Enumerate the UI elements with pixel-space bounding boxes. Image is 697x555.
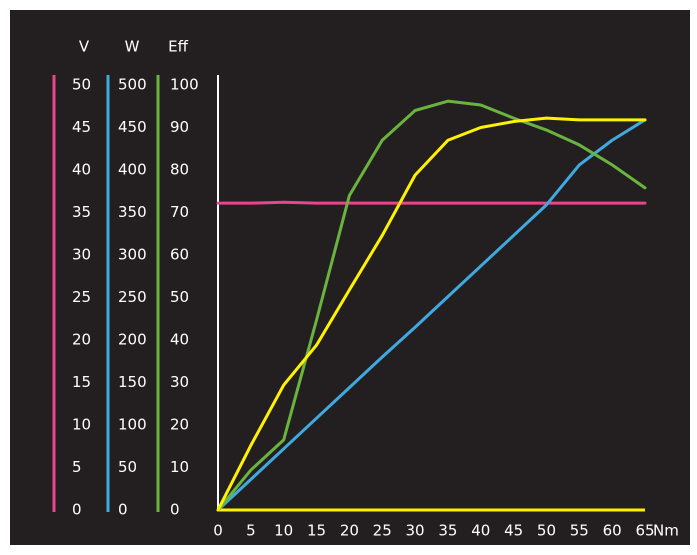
x-tick-label: 0: [213, 522, 223, 540]
x-tick-label: 15: [307, 522, 326, 540]
y-tick-label: 50: [170, 288, 189, 306]
x-tick-label: 35: [438, 522, 457, 540]
y-tick-label: 450: [118, 118, 147, 136]
x-tick-label: 55: [570, 522, 589, 540]
axis-label: Eff: [168, 38, 188, 56]
y-tick-label: 30: [72, 246, 91, 264]
x-tick-label: 5: [246, 522, 256, 540]
y-tick-label: 40: [170, 331, 189, 349]
y-tick-label: 0: [170, 501, 180, 519]
y-tick-label: 20: [72, 331, 91, 349]
x-tick-label: 60: [603, 522, 622, 540]
x-tick-label: 50: [537, 522, 556, 540]
y-tick-label: 150: [118, 373, 147, 391]
x-tick-label: 65: [635, 522, 654, 540]
data-line: [216, 118, 647, 512]
background: [10, 10, 690, 545]
y-tick-label: 300: [118, 246, 147, 264]
data-line: [216, 99, 647, 512]
y-tick-label: 10: [170, 458, 189, 476]
x-tick-label: 10: [274, 522, 293, 540]
y-tick-label: 25: [72, 288, 91, 306]
axis-label: W: [125, 38, 140, 56]
y-tick-label: 0: [118, 501, 128, 519]
y-tick-label: 30: [170, 373, 189, 391]
x-axis-label: Nm: [653, 522, 679, 540]
y-tick-label: 20: [170, 416, 189, 434]
y-tick-label: 250: [118, 288, 147, 306]
y-tick-label: 45: [72, 118, 91, 136]
y-tick-label: 60: [170, 246, 189, 264]
x-tick-label: 45: [504, 522, 523, 540]
y-tick-label: 70: [170, 203, 189, 221]
data-line: [216, 200, 647, 205]
axis-color-bar: [106, 75, 110, 512]
x-tick-label: 25: [373, 522, 392, 540]
y-tick-label: 90: [170, 118, 189, 136]
y-tick-label: 200: [118, 331, 147, 349]
y-tick-label: 50: [72, 76, 91, 94]
y-tick-label: 10: [72, 416, 91, 434]
x-tick-label: 30: [406, 522, 425, 540]
y-tick-label: 350: [118, 203, 147, 221]
axis-label: V: [79, 38, 90, 56]
y-tick-label: 500: [118, 76, 147, 94]
y-tick-label: 5: [72, 458, 82, 476]
data-line: [216, 116, 647, 512]
y-tick-label: 80: [170, 161, 189, 179]
x-tick-label: 40: [471, 522, 490, 540]
y-tick-label: 50: [118, 458, 137, 476]
y-tick-label: 15: [72, 373, 91, 391]
axis-color-bar: [52, 75, 56, 512]
y-tick-label: 35: [72, 203, 91, 221]
y-tick-label: 100: [118, 416, 147, 434]
y-tick-label: 100: [170, 76, 199, 94]
y-tick-label: 0: [72, 501, 82, 519]
x-tick-label: 20: [340, 522, 359, 540]
y-tick-label: 400: [118, 161, 147, 179]
axis-color-bar: [156, 75, 160, 512]
y-tick-label: 40: [72, 161, 91, 179]
